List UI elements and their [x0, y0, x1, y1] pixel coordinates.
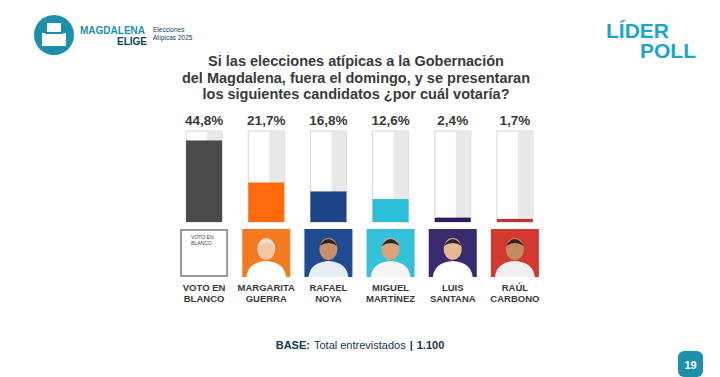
page-number: 19: [684, 359, 696, 371]
bar-track-shade: [456, 131, 471, 222]
category-label: MIGUELMARTÍNEZ: [366, 282, 415, 304]
bar-track: [186, 131, 222, 222]
bar-track-shade: [518, 131, 533, 222]
photo-bg: [242, 229, 290, 277]
bar-track: [310, 131, 346, 222]
blank-vote-box: [181, 230, 227, 276]
category-label: MARGARITAGUERRA: [238, 282, 295, 304]
base-note: BASE: Total entrevistados | 1.100: [276, 339, 445, 351]
ballot-paper: [47, 23, 61, 32]
bar: [248, 183, 284, 222]
photo-body: [495, 261, 535, 277]
photo-body: [246, 261, 286, 277]
bar: [310, 191, 346, 222]
data-label: 21,7%: [247, 113, 285, 128]
data-label: 12,6%: [371, 113, 409, 128]
data-label: 1,7%: [500, 113, 531, 128]
base-n: 1.100: [417, 339, 445, 351]
ballot-slot: [45, 32, 63, 34]
bar-track: [435, 131, 471, 222]
data-label: 2,4%: [437, 113, 468, 128]
bar: [186, 140, 222, 222]
photo-body: [308, 261, 348, 277]
blank-vote-box-text: VOTO ENBLANCO: [191, 234, 214, 246]
base-separator: |: [410, 339, 413, 351]
bar-tracks: [186, 131, 533, 222]
bars: [186, 140, 533, 222]
category-label: LUISSANTANA: [430, 282, 476, 304]
photo-hair: [444, 239, 462, 246]
photos: VOTO ENBLANCO: [181, 229, 539, 277]
bar-track: [248, 131, 284, 222]
brand-top: MAGDALENA: [80, 25, 145, 36]
photo-hair: [382, 239, 400, 246]
title-line: los siguientes candidatos ¿por cuál vota…: [203, 86, 510, 102]
title: Si las elecciones atípicas a la Gobernac…: [182, 53, 530, 102]
photo-head: [382, 238, 400, 260]
photo-hair: [506, 239, 524, 246]
photo-head: [319, 238, 337, 260]
title-line: Si las elecciones atípicas a la Gobernac…: [208, 53, 504, 69]
category-label: VOTO ENBLANCO: [183, 282, 226, 304]
photo-bg: [304, 229, 352, 277]
pollster-logo: LÍDERPOLL: [606, 19, 696, 62]
photo-head: [506, 238, 524, 260]
brand-logo: MAGDALENAELIGE EleccionesAtípicas 2025: [34, 15, 193, 55]
pollster-bottom: POLL: [640, 39, 696, 62]
photo-head: [257, 238, 275, 260]
bar: [497, 219, 533, 222]
page-badge: [678, 351, 703, 377]
title-line: del Magdalena, fuera el domingo, y se pr…: [182, 70, 530, 86]
photo-bg: [367, 229, 415, 277]
brand-bottom: ELIGE: [117, 36, 147, 47]
brand-circle: [34, 15, 74, 55]
data-labels: 44,8% 21,7% 16,8% 12,6% 2,4% 1,7%: [185, 113, 530, 128]
data-label: 16,8%: [309, 113, 347, 128]
bar-track: [497, 131, 533, 222]
base-text: Total entrevistados: [314, 339, 406, 351]
ballot-box: [42, 33, 66, 46]
brand-note: Elecciones: [153, 26, 185, 33]
photo-head: [444, 238, 462, 260]
category-labels: VOTO ENBLANCO MARGARITAGUERRA RAFAELNOYA MI…: [183, 282, 540, 304]
bar-track: [373, 131, 409, 222]
bar: [373, 199, 409, 222]
photo-bg: [491, 229, 539, 277]
photo-hair: [257, 239, 275, 246]
photo-body: [371, 261, 411, 277]
bar: [435, 218, 471, 222]
category-label: RAÚLCARBONO: [490, 282, 539, 304]
base-label: BASE:: [276, 339, 310, 351]
photo-bg: [429, 229, 477, 277]
photo-body: [433, 261, 473, 277]
poll-chart: MAGDALENAELIGE EleccionesAtípicas 2025 LÍD…: [0, 0, 720, 377]
data-label: 44,8%: [185, 113, 223, 128]
category-label: RAFAELNOYA: [309, 282, 347, 304]
photo-hair: [319, 239, 337, 246]
brand-note: Atípicas 2025: [153, 34, 193, 42]
